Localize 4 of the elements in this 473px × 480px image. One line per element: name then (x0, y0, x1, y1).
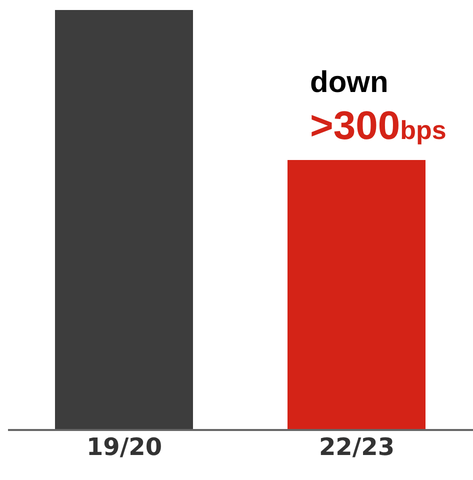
annotation: down (310, 66, 388, 99)
x-tick-label: 19/20 (86, 433, 162, 462)
annotation: >300bps (310, 104, 446, 148)
x-tick-label: 22/23 (318, 433, 395, 462)
